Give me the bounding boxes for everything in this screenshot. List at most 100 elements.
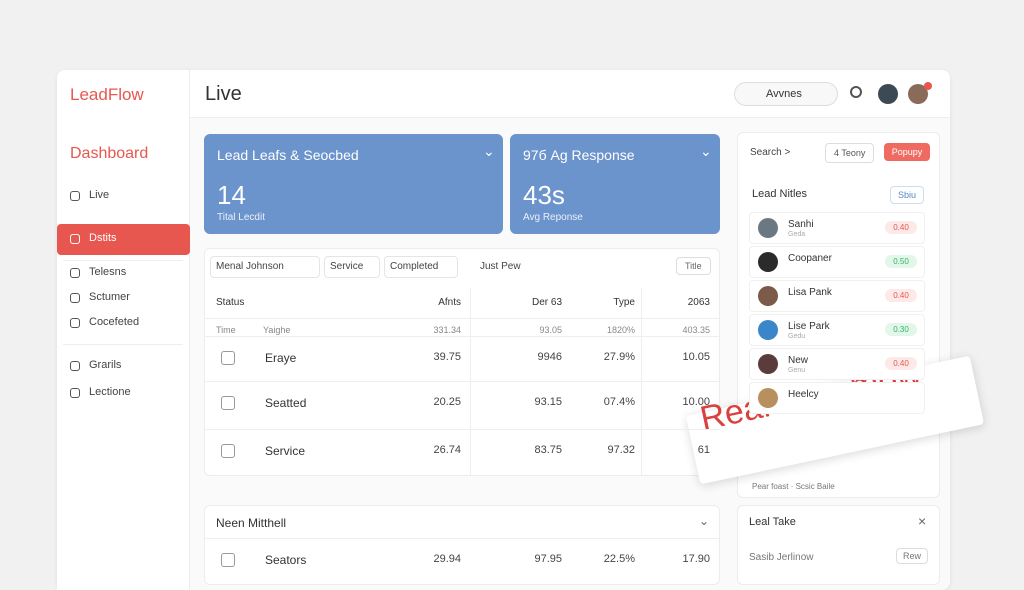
row-line xyxy=(204,538,720,539)
col-line xyxy=(470,288,471,476)
chevron[interactable]: ⌄ xyxy=(699,514,710,528)
nav-item[interactable]: Cocefeted xyxy=(89,316,140,328)
table-cell: 10.00 xyxy=(682,396,710,408)
nav-item[interactable]: Lectione xyxy=(89,386,131,398)
note-title: Leal Take xyxy=(749,516,796,528)
header-pill[interactable] xyxy=(734,82,838,106)
note-button[interactable]: Rew xyxy=(896,548,929,564)
metric-card xyxy=(204,134,503,234)
avatar[interactable] xyxy=(908,84,928,104)
table-cell: 97.95 xyxy=(534,553,562,565)
row-name: Eraye xyxy=(265,351,297,365)
sidebar-heading: Dashboard xyxy=(70,145,149,162)
table-cell: 83.75 xyxy=(534,444,562,456)
filter-dropdown[interactable] xyxy=(324,256,380,278)
table-cell: 29.94 xyxy=(433,553,461,565)
section-title: Neen Mitthell xyxy=(216,516,287,530)
nav-item[interactable]: Telesns xyxy=(89,266,127,278)
table-cell: 26.74 xyxy=(433,444,461,456)
lead-tag: 0.40 xyxy=(885,289,917,302)
table-cell: 22.5% xyxy=(603,553,635,565)
nav-item[interactable]: Dstits xyxy=(89,232,117,244)
filter-dropdown[interactable] xyxy=(384,256,458,278)
lead-sub: Genu xyxy=(788,367,806,374)
table-cell: Status xyxy=(216,297,245,308)
filter-dropdown[interactable] xyxy=(210,256,320,278)
table-cell: Type xyxy=(613,297,635,308)
lead-tag: 0.40 xyxy=(885,357,917,370)
lead-row[interactable] xyxy=(749,314,925,346)
filter-button[interactable]: Title xyxy=(676,257,711,275)
button[interactable]: Sbiu xyxy=(890,186,925,204)
subheader-cell: 1820% xyxy=(606,325,635,335)
table-cell: Der 63 xyxy=(531,297,562,308)
col-line xyxy=(641,288,642,476)
lead-row[interactable] xyxy=(749,246,925,278)
subheader-cell: 403.35 xyxy=(682,325,710,335)
avatar[interactable] xyxy=(878,84,898,104)
nav-icon xyxy=(70,268,80,278)
lead-row[interactable] xyxy=(749,280,925,312)
row-name: Seators xyxy=(265,553,307,567)
table-cell: 93.15 xyxy=(534,396,562,408)
checkbox[interactable] xyxy=(221,553,235,567)
lead-sub: Geda xyxy=(788,231,806,238)
lead-avatar xyxy=(758,354,778,374)
lead-name: New xyxy=(788,355,809,366)
subheader-cell: 331.34 xyxy=(433,325,461,335)
search-icon[interactable] xyxy=(850,86,862,98)
divider xyxy=(63,260,183,261)
card-value: 43s xyxy=(523,180,565,210)
lead-sub: Gedu xyxy=(788,333,806,340)
lead-row[interactable] xyxy=(749,382,925,414)
filter-label[interactable]: Service xyxy=(330,261,364,272)
card-caption: Avg Reponse xyxy=(523,212,583,223)
list-title: Lead Nitles xyxy=(752,188,808,200)
nav-icon xyxy=(70,293,80,303)
close-button[interactable]: × xyxy=(918,513,927,529)
table-cell: Afnts xyxy=(438,297,461,308)
lead-avatar xyxy=(758,218,778,238)
filter-label[interactable]: Menal Johnson xyxy=(216,261,284,272)
header-pill-label: Avvnes xyxy=(766,88,802,100)
lead-avatar xyxy=(758,388,778,408)
chevron[interactable]: ⌄ xyxy=(700,143,712,159)
nav-item[interactable]: Live xyxy=(89,189,110,201)
nav-icon xyxy=(70,388,80,398)
lead-avatar xyxy=(758,320,778,340)
row-line xyxy=(204,318,720,319)
nav-icon xyxy=(70,191,80,201)
search-label[interactable]: Search > xyxy=(750,147,791,158)
row-line xyxy=(204,336,720,337)
table-panel xyxy=(204,248,720,476)
subheader-cell: Time xyxy=(216,325,236,335)
table-cell: 2063 xyxy=(687,297,710,308)
lead-tag: 0.30 xyxy=(885,323,917,336)
lead-name: Lisa Pank xyxy=(788,287,832,298)
checkbox[interactable] xyxy=(221,351,235,365)
chevron[interactable]: ⌄ xyxy=(483,143,495,159)
nav-item[interactable]: Sctumer xyxy=(89,291,130,303)
lead-row[interactable] xyxy=(749,212,925,244)
checkbox[interactable] xyxy=(221,444,235,458)
button[interactable]: 4 Teony xyxy=(825,143,875,163)
card-title: 97б Ag Response xyxy=(523,147,635,163)
table-cell: 07.4% xyxy=(603,396,635,408)
button-primary[interactable]: Popupy xyxy=(884,143,930,161)
page: LeadFlow Live Avvnes Dashboard Neen Mitt… xyxy=(57,70,985,590)
lead-avatar xyxy=(758,286,778,306)
lead-name: Lise Park xyxy=(788,321,830,332)
filter-label[interactable]: Completed xyxy=(390,261,439,272)
lead-name: Heelcy xyxy=(788,389,819,400)
lead-row[interactable] xyxy=(749,348,925,380)
lead-name: Coopaner xyxy=(788,253,832,264)
list-footer: Pear foast · Scsic Baile xyxy=(752,482,835,491)
table-cell: 97.32 xyxy=(607,444,635,456)
metric-card xyxy=(510,134,720,234)
lead-name: Sanhi xyxy=(788,219,814,230)
sidebar xyxy=(57,70,190,590)
lead-tag: 0.40 xyxy=(885,221,917,234)
nav-item[interactable]: Grarils xyxy=(89,359,122,371)
checkbox[interactable] xyxy=(221,396,235,410)
nav-icon xyxy=(70,318,80,328)
